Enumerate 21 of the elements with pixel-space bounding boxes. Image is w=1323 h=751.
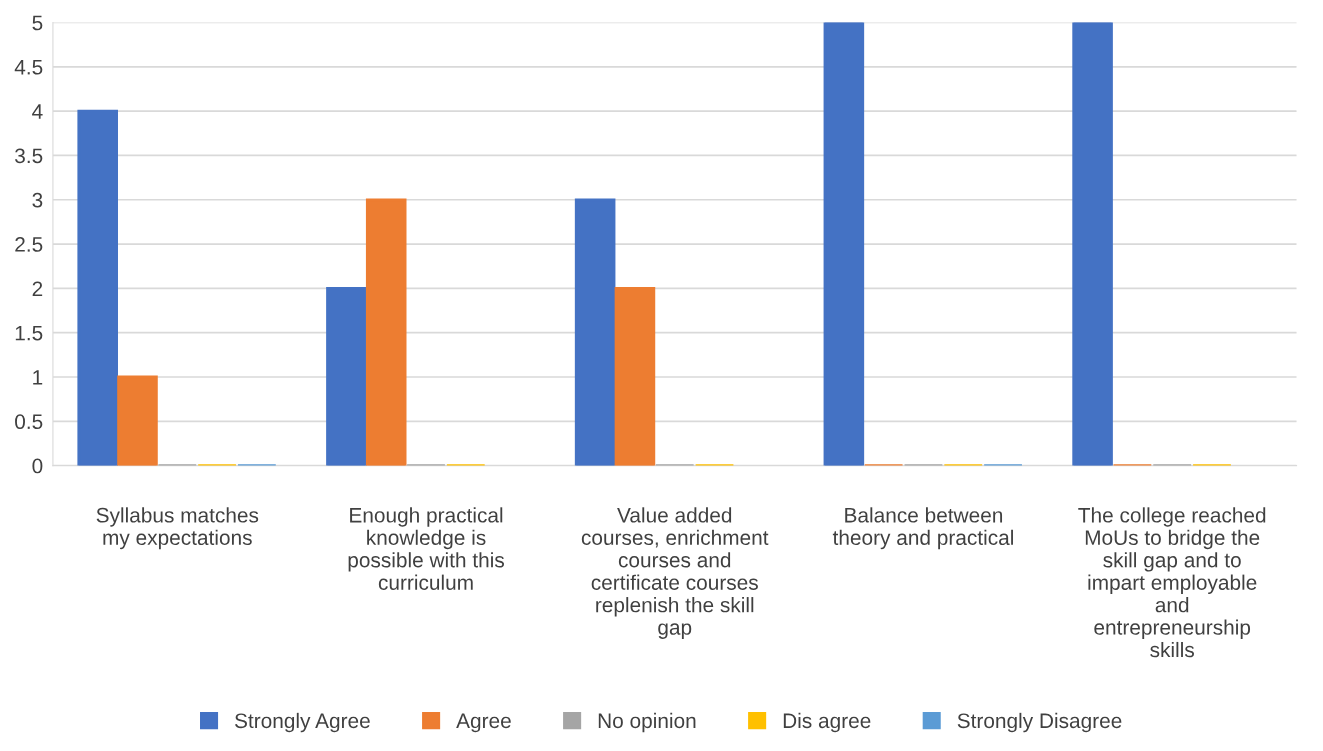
y-tick-label: 2 [32,281,43,296]
legend-label: Strongly Disagree [957,712,1122,733]
y-tick-label: 0 [32,458,43,474]
x-tick-label: Syllabus matches my expectations [96,507,259,550]
y-tick-label: 0.5 [15,414,43,430]
x-tick-label: Enough practical knowledge is possible with this curriculum [348,507,504,590]
y-tick-label: 3.5 [15,148,43,164]
y-tick-label: 4.5 [14,60,43,75]
x-tick-label: Balance between theory and practical [832,507,1013,550]
x-tick-label: Value added courses, enrichment courses and certificate courses replenish the skill gap [581,507,769,639]
x-tick-label: The college reached MoUs to bridge the skill gap and to impart employable and entrepreneurship skills [1078,507,1266,658]
y-tick-label: 2.5 [15,237,43,252]
y-tick-label: 4 [32,104,43,119]
y-tick-label: 1.5 [15,325,43,341]
y-tick-label: 1 [33,370,43,385]
y-tick-label: 3 [32,192,43,208]
legend-label: Strongly Agree [234,712,370,733]
legend-label: Dis agree [783,712,871,733]
legend-label: No opinion [598,712,696,733]
legend-label: Agree [456,713,511,733]
y-tick-label: 5 [32,15,43,31]
